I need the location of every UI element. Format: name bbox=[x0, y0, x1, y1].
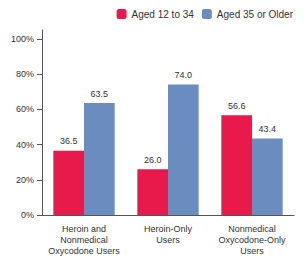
svg-text:74.0: 74.0 bbox=[175, 70, 193, 80]
svg-text:Users: Users bbox=[240, 246, 264, 256]
svg-text:0%: 0% bbox=[21, 210, 34, 220]
svg-text:Heroin-Only: Heroin-Only bbox=[144, 224, 193, 234]
svg-text:36.5: 36.5 bbox=[60, 136, 78, 146]
svg-text:20%: 20% bbox=[16, 175, 34, 185]
svg-text:63.5: 63.5 bbox=[91, 89, 109, 99]
svg-text:60%: 60% bbox=[16, 104, 34, 114]
svg-text:Oxycodone-Only: Oxycodone-Only bbox=[218, 235, 286, 245]
svg-text:43.4: 43.4 bbox=[259, 124, 277, 134]
svg-text:Aged 35 or Older: Aged 35 or Older bbox=[217, 9, 294, 20]
svg-text:Aged 12 to 34: Aged 12 to 34 bbox=[132, 9, 195, 20]
svg-text:Nonmedical: Nonmedical bbox=[228, 224, 276, 234]
svg-text:26.0: 26.0 bbox=[144, 155, 162, 165]
svg-text:Users: Users bbox=[156, 235, 180, 245]
svg-text:56.6: 56.6 bbox=[228, 101, 246, 111]
svg-text:100%: 100% bbox=[11, 34, 34, 44]
svg-text:Nonmedical: Nonmedical bbox=[60, 235, 108, 245]
svg-text:80%: 80% bbox=[16, 69, 34, 79]
svg-text:Oxycodone Users: Oxycodone Users bbox=[48, 246, 120, 256]
svg-text:40%: 40% bbox=[16, 140, 34, 150]
svg-text:Heroin and: Heroin and bbox=[62, 224, 106, 234]
